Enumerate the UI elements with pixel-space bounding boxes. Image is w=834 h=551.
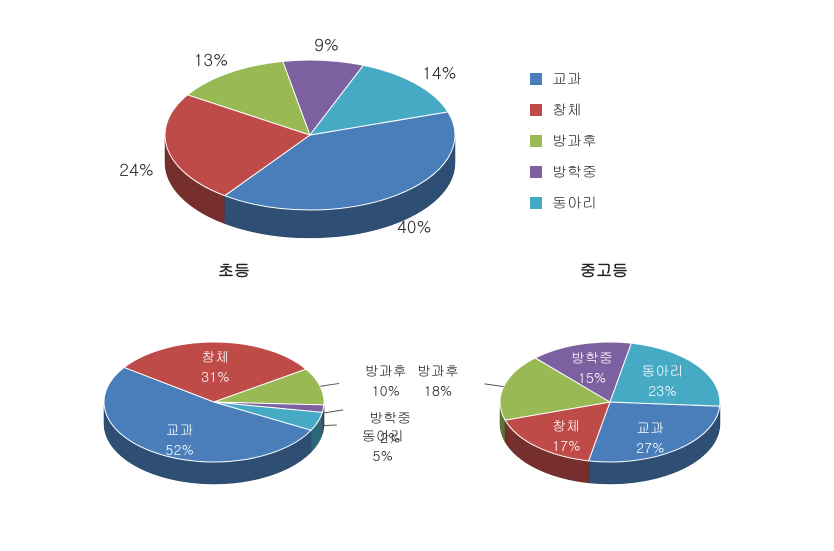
slice-label-subject: 교과52% [165,419,193,459]
slice-label-after: 방과후10% [365,360,407,400]
slice-label-club: 동아리23% [641,360,683,400]
slice-label-creative: 창체31% [201,346,229,386]
slice-label-after: 13% [194,47,228,71]
slice-label-vacation: 9% [314,32,339,56]
slice-label-after: 방과후18% [417,360,459,400]
slice-label-subject: 40% [397,214,431,238]
slice-label-vacation: 방학중15% [571,347,613,387]
slice-label-club: 동아리5% [362,425,404,465]
slice-label-club: 14% [422,60,456,84]
slice-label-creative: 창체17% [552,415,580,455]
slice-label-creative: 24% [119,157,153,181]
slice-label-subject: 교과27% [636,417,664,457]
